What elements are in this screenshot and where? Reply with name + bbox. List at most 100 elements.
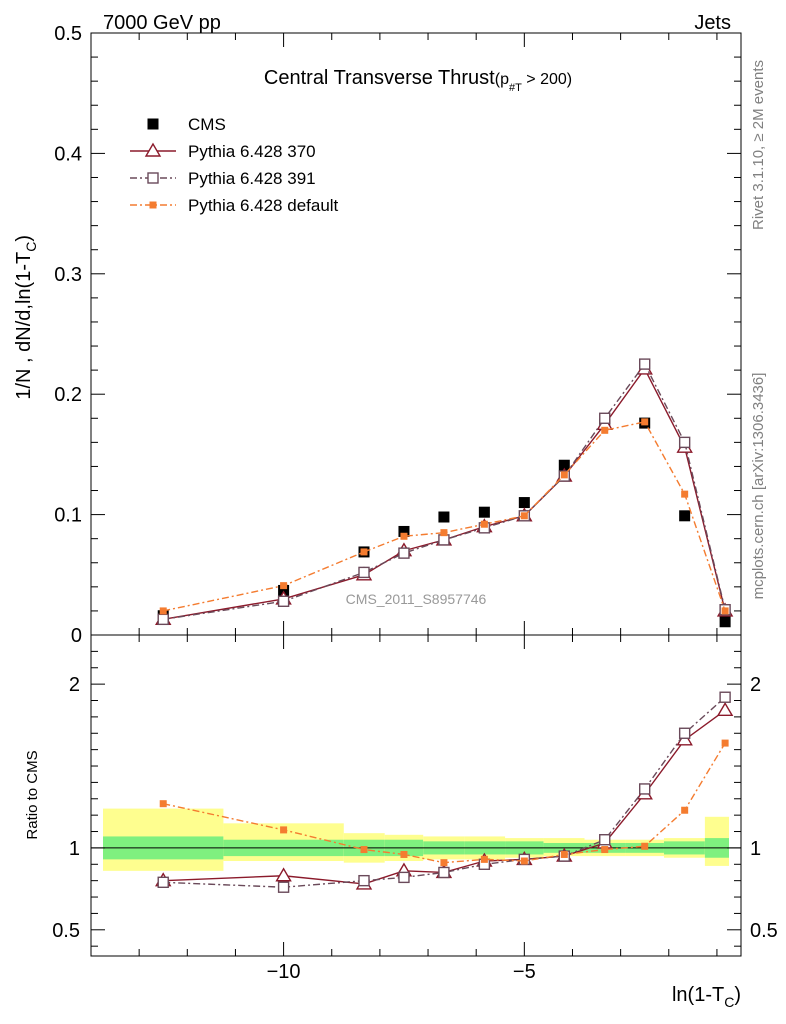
data-point-pdef — [560, 471, 568, 479]
data-point-p391 — [599, 834, 611, 846]
data-point-p391 — [358, 566, 370, 579]
chart-title-main: Central Transverse Thrust — [264, 67, 495, 89]
ratio-y-axis-label: Ratio to CMS — [24, 750, 41, 839]
data-point-p391 — [599, 412, 611, 424]
ratio-y-tick-label: 0.5 — [52, 920, 80, 942]
ratio-series-group — [155, 691, 734, 893]
ratio-y-tick-label: 1 — [69, 838, 80, 860]
y-tick-label: 0.3 — [54, 264, 82, 286]
data-point-p370 — [716, 701, 734, 717]
data-point-pdef — [641, 842, 649, 850]
legend-marker-pdef — [149, 201, 157, 209]
data-point-pdef — [440, 529, 448, 537]
data-point-pdef — [721, 739, 729, 747]
data-point-pdef — [280, 826, 288, 834]
data-point-pdef — [641, 418, 649, 426]
y-tick-label: 0.4 — [54, 143, 82, 165]
ratio-panel: 0.5 0.5 1 1 2 2 Ratio to CMS — [24, 634, 778, 957]
y-tick-label: 0 — [71, 625, 82, 647]
y-tick-label: 0.1 — [54, 505, 82, 527]
data-point-p391 — [438, 534, 450, 546]
x-tick-label: −5 — [513, 961, 536, 983]
ratio-y-tick-label-right: 0.5 — [750, 920, 778, 942]
series-line-pdef — [163, 742, 726, 864]
legend-marker-cms — [147, 118, 159, 130]
data-point-pdef — [721, 607, 729, 615]
data-point-p370 — [275, 867, 292, 882]
chart-title-cut: > 200) — [522, 71, 572, 88]
legend-label-p370: Pythia 6.428 370 — [188, 142, 316, 161]
ratio-y-tick-label-right: 2 — [750, 674, 761, 696]
data-point-pdef — [520, 512, 528, 520]
watermark-label: CMS_2011_S8957746 — [346, 591, 487, 607]
ratio-plot-frame — [90, 634, 742, 957]
data-point-pdef — [159, 607, 167, 615]
data-point-p391 — [398, 871, 410, 884]
x-axis-label-sub: C — [724, 994, 734, 1010]
data-point-pdef — [520, 857, 528, 865]
data-point-pdef — [400, 850, 408, 858]
data-point-pdef — [601, 846, 609, 854]
data-point-p391 — [277, 881, 290, 893]
header-energy-label: 7000 GeV pp — [103, 12, 221, 34]
series-line-p391 — [163, 362, 726, 621]
data-point-pdef — [400, 532, 408, 540]
data-point-pdef — [280, 582, 288, 590]
ratio-uncertainty-bands — [103, 808, 729, 871]
x-tick-label: −10 — [267, 961, 301, 983]
data-point-cms — [478, 506, 490, 518]
data-point-cms — [558, 459, 570, 471]
ratio-axis-ticks — [90, 635, 741, 956]
legend-marker-p370 — [144, 142, 162, 157]
mcplots-reference-label: mcplots.cern.ch [arXiv:1306.3436] — [750, 373, 767, 600]
data-point-cms — [518, 497, 530, 509]
data-point-cms — [398, 525, 410, 537]
x-axis-label-main: ln(1-T — [672, 984, 724, 1006]
data-point-pdef — [360, 548, 368, 556]
data-point-pdef — [360, 846, 368, 854]
data-point-pdef — [681, 806, 689, 814]
legend-marker-p391 — [147, 172, 159, 184]
ratio-y-tick-label: 2 — [69, 674, 80, 696]
data-point-p391 — [639, 358, 651, 370]
data-point-pdef — [159, 800, 167, 808]
legend: CMS Pythia 6.428 370 Pythia 6.428 391 Pythi… — [130, 115, 339, 215]
data-point-cms — [278, 584, 290, 596]
data-point-cms — [719, 616, 731, 628]
data-point-pdef — [480, 520, 488, 528]
main-y-axis-label-main: 1/N , dN/d,ln(1-T — [13, 252, 35, 400]
chart-title: Central Transverse Thrust(p#T > 200) — [264, 67, 572, 94]
x-axis-label-end: ) — [734, 984, 741, 1006]
x-tick-labels: −10 −5 — [267, 961, 536, 983]
ratio-y-tick-labels: 0.5 0.5 1 1 2 2 — [52, 674, 778, 942]
main-y-axis-label-end: ) — [13, 235, 35, 242]
data-point-cms — [679, 510, 691, 522]
data-point-p391 — [678, 727, 691, 739]
main-y-axis-label-sub: C — [23, 242, 39, 252]
data-point-pdef — [480, 855, 488, 863]
data-point-p391 — [398, 547, 410, 559]
legend-label-p391: Pythia 6.428 391 — [188, 169, 316, 188]
main-y-axis-label: 1/N , dN/d,ln(1-TC) — [13, 235, 39, 400]
main-axis-ticks — [90, 32, 741, 636]
data-point-pdef — [601, 426, 609, 434]
legend-label-pdef: Pythia 6.428 default — [188, 196, 339, 215]
chart-title-sub-index: #T — [509, 82, 522, 94]
data-point-pdef — [681, 490, 689, 498]
main-y-tick-labels: 0 0.1 0.2 0.3 0.4 0.5 — [54, 23, 82, 647]
data-point-pdef — [440, 859, 448, 867]
legend-label-cms: CMS — [188, 115, 226, 134]
rivet-version-label: Rivet 3.1.10, ≥ 2M events — [750, 60, 767, 230]
data-point-pdef — [560, 850, 568, 858]
data-point-p391 — [639, 783, 651, 795]
series-line-p370 — [163, 367, 726, 621]
main-series-group — [155, 358, 734, 628]
y-tick-label: 0.5 — [54, 23, 82, 45]
data-point-p391 — [157, 876, 169, 889]
x-axis-label: ln(1-TC) — [672, 984, 741, 1010]
data-point-p391 — [277, 595, 290, 607]
data-point-p391 — [438, 866, 450, 879]
data-point-p391 — [719, 691, 731, 703]
chart-title-sub: (p — [495, 71, 509, 88]
